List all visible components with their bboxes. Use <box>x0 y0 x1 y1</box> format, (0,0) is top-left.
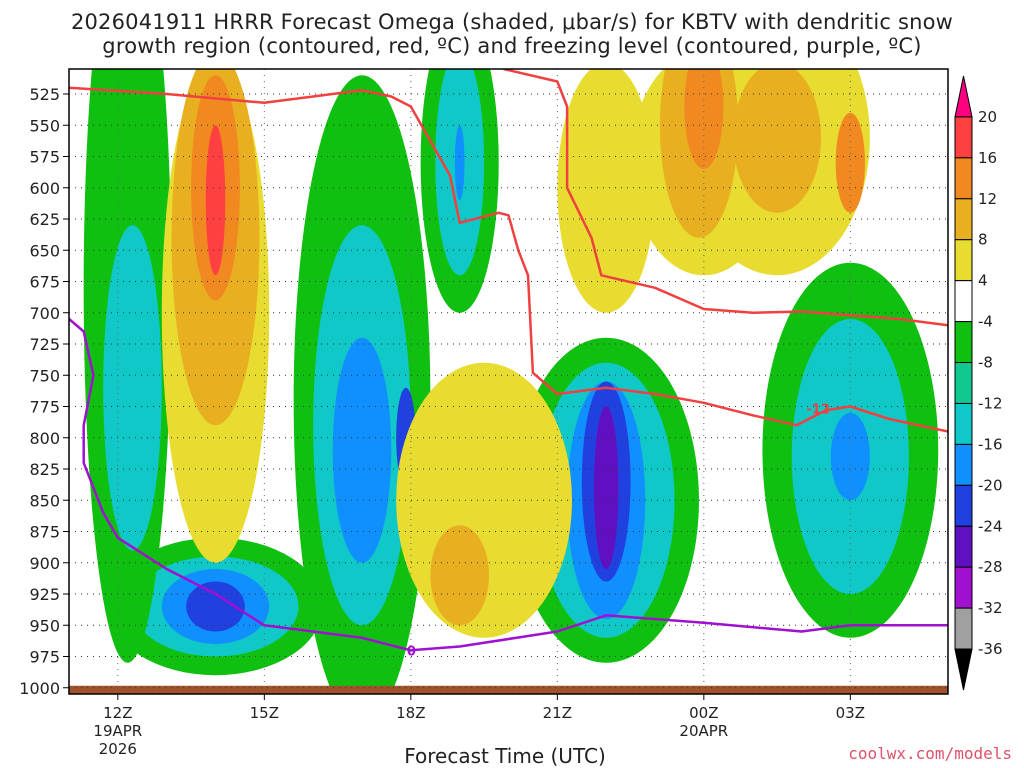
colorbar-swatch <box>954 484 973 527</box>
x-axis-title: Forecast Time (UTC) <box>404 744 606 768</box>
dgz-contour <box>503 69 948 327</box>
colorbar-swatch <box>954 280 973 323</box>
colorbar-label: -28 <box>978 558 1003 576</box>
colorbar-swatch <box>954 402 973 445</box>
y-tick-label: 800 <box>29 429 60 448</box>
y-tick-label: 725 <box>29 335 60 354</box>
dgz-label: -12 <box>806 402 830 417</box>
x-tick-label: 12Z <box>103 704 132 722</box>
y-tick-label: 575 <box>29 148 60 167</box>
colorbar-swatch <box>954 566 973 609</box>
plot-frame <box>68 68 949 695</box>
omega-cell <box>332 337 392 563</box>
y-tick-label: 625 <box>29 210 60 229</box>
x-tick-label: 03Z <box>836 704 865 722</box>
y-tick-label: 825 <box>29 460 60 479</box>
omega-cell <box>186 581 245 632</box>
colorbar: 20 16 12 8 4 -4 -8 -12 -16 -20 -24 -28 -32 -36 <box>954 75 1003 691</box>
y-tick-label: 750 <box>29 366 60 385</box>
omega-cell <box>205 125 226 276</box>
y-tick-label: 525 <box>29 85 60 104</box>
x-tick-label: 21Z <box>543 704 572 722</box>
colorbar-label: 4 <box>978 272 988 290</box>
credit-link[interactable]: coolwx.com/models <box>848 744 1012 763</box>
colorbar-swatch <box>954 443 973 486</box>
colorbar-swatch <box>954 198 973 241</box>
x-tick-label: 18Z <box>396 704 425 722</box>
colorbar-label: -36 <box>978 640 1003 658</box>
y-tick-label: 600 <box>29 179 60 198</box>
colorbar-label: -20 <box>978 476 1003 494</box>
omega-cell <box>830 412 870 501</box>
omega-cell <box>684 69 724 169</box>
colorbar-label: -16 <box>978 435 1003 453</box>
y-tick-label: 675 <box>29 273 60 292</box>
y-tick-label: 850 <box>29 491 60 510</box>
colorbar-arrow-bottom <box>954 648 973 691</box>
y-tick-label: 700 <box>29 304 60 323</box>
colorbar-label: 16 <box>978 149 997 167</box>
y-tick-label: 1000 <box>19 679 60 698</box>
omega-cell <box>733 69 822 213</box>
chart-title-line1: 2026041911 HRRR Forecast Omega (shaded, … <box>70 10 954 34</box>
colorbar-swatch <box>954 362 973 404</box>
omega-cell <box>430 525 489 626</box>
y-tick-label: 925 <box>29 585 60 604</box>
omega-cell <box>557 69 655 313</box>
colorbar-label: -24 <box>978 517 1003 535</box>
y-tick-label: 950 <box>29 616 60 635</box>
chart-title-line2: growth region (contoured, red, ºC) and f… <box>102 34 922 58</box>
x-tick-label: 15Z <box>250 704 279 722</box>
colorbar-swatch <box>954 157 973 200</box>
colorbar-label: -32 <box>978 599 1003 617</box>
freezing-level-label: 0 <box>407 644 416 659</box>
y-tick-label: 875 <box>29 523 60 542</box>
y-tick-label: 775 <box>29 398 60 417</box>
x-tick-date: 19APR <box>93 722 142 740</box>
colorbar-label: -12 <box>978 394 1003 412</box>
omega-shading <box>69 69 948 694</box>
ground-strip <box>69 685 948 694</box>
colorbar-swatch <box>954 239 973 282</box>
dgz-contour <box>69 86 948 433</box>
x-tick-date: 20APR <box>679 722 728 740</box>
colorbar-swatch <box>954 116 973 159</box>
colorbar-swatch <box>954 525 973 568</box>
colorbar-label: 8 <box>978 231 988 249</box>
x-tick-year: 2026 <box>99 740 137 758</box>
colorbar-label: -8 <box>978 354 993 372</box>
colorbar-arrow-top <box>954 75 973 118</box>
omega-cell <box>593 406 619 569</box>
omega-cell <box>835 112 865 213</box>
y-tick-label: 550 <box>29 116 60 135</box>
omega-cell <box>454 125 465 201</box>
colorbar-swatch <box>954 607 973 650</box>
x-tick-label: 00Z <box>689 704 718 722</box>
colorbar-label: 20 <box>978 108 997 126</box>
omega-cell <box>103 225 162 551</box>
grid-lines <box>69 69 948 694</box>
colorbar-label: 12 <box>978 190 997 208</box>
contour-lines: 0 -12 <box>69 69 948 659</box>
y-tick-label: 650 <box>29 241 60 260</box>
y-tick-label: 975 <box>29 648 60 667</box>
colorbar-label: -4 <box>978 313 993 331</box>
y-tick-label: 900 <box>29 554 60 573</box>
y-axis: 525 550 575 600 625 650 675 700 725 750 775 800 825 8… <box>19 85 69 698</box>
freezing-level-line <box>69 318 948 652</box>
colorbar-swatch <box>954 321 973 364</box>
